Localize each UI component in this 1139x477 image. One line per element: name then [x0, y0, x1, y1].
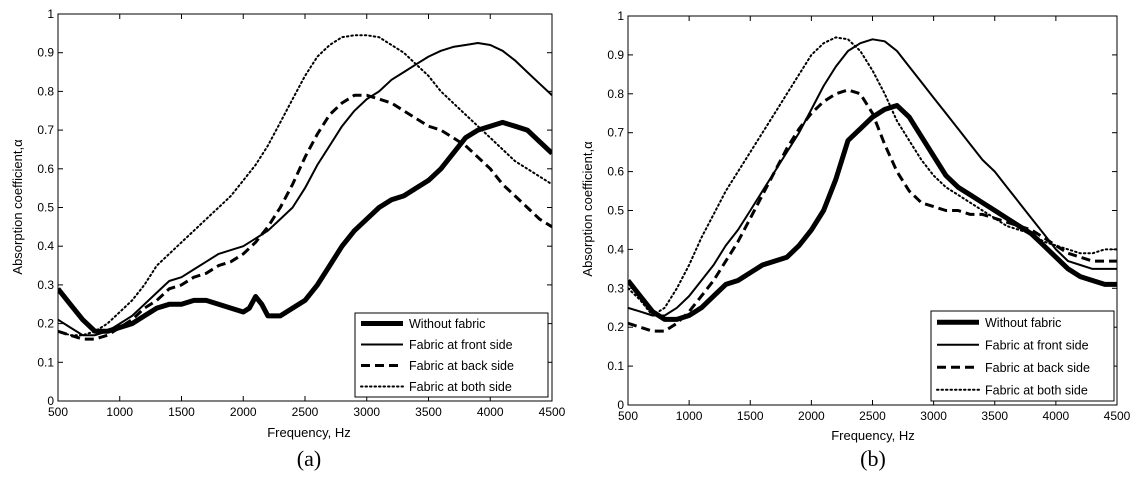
y-tick-label: 0.5 [37, 201, 54, 215]
y-tick-label: 0.3 [37, 278, 54, 292]
x-tick-label: 4000 [1043, 409, 1070, 423]
y-tick-label: 0.6 [607, 165, 624, 179]
x-tick-label: 3500 [981, 409, 1008, 423]
legend-entry-label: Fabric at both side [409, 380, 512, 394]
x-tick-label: 2500 [859, 409, 886, 423]
x-tick-label: 4500 [1104, 409, 1131, 423]
x-tick-label: 1500 [168, 405, 195, 419]
x-axis-label-a: Frequency, Hz [267, 425, 351, 440]
y-tick-label: 0.7 [37, 123, 54, 137]
x-tick-label: 2500 [292, 405, 319, 419]
y-tick-label: 0.4 [607, 242, 624, 256]
x-tick-label: 3000 [353, 405, 380, 419]
legend-box [354, 312, 549, 398]
x-tick-label: 2000 [798, 409, 825, 423]
series-line-fabric-at-both-side [58, 34, 552, 337]
y-tick-label: 1 [47, 7, 54, 21]
y-tick-label: 0.2 [607, 320, 624, 334]
x-tick-label: 4000 [477, 405, 504, 419]
y-tick-label: 0.1 [607, 359, 624, 373]
y-tick-label: 1 [617, 9, 624, 23]
y-axis-label-a: Absorption coefficient,α [10, 139, 25, 275]
series-line-fabric-at-back-side [58, 93, 552, 341]
y-tick-label: 0 [617, 398, 624, 412]
y-tick-label: 0.1 [37, 355, 54, 369]
y-tick-label: 0.4 [37, 239, 54, 253]
legend-box [930, 310, 1115, 402]
legend-entry-label: Without fabric [409, 317, 485, 331]
series-line-fabric-at-back-side [628, 88, 1117, 333]
x-tick-label: 4500 [539, 405, 566, 419]
x-tick-label: 500 [618, 409, 638, 423]
series-line-without-fabric [58, 119, 552, 334]
legend-a: Without fabric Fabric at front side Fabric… [354, 312, 549, 398]
legend-entry-label: Fabric at back side [409, 359, 514, 373]
series-line-fabric-at-front-side [628, 38, 1117, 317]
y-tick-label: 0 [47, 394, 54, 408]
y-tick-label: 0.9 [607, 48, 624, 62]
x-tick-label: 1000 [676, 409, 703, 423]
legend-entry-label: Without fabric [985, 316, 1061, 330]
chart-panel-a: Absorption coefficient,α Frequency, Hz (… [10, 7, 566, 471]
y-tick-label: 0.8 [37, 84, 54, 98]
legend-b: Without fabric Fabric at front side Fabric… [930, 310, 1115, 402]
y-tick-label: 0.7 [607, 126, 624, 140]
y-tick-label: 0.6 [37, 162, 54, 176]
x-tick-label: 3000 [920, 409, 947, 423]
y-tick-label: 0.5 [607, 204, 624, 218]
chart-panel-b: Absorption coefficient,α Frequency, Hz (… [580, 9, 1131, 471]
legend-entry-label: Fabric at both side [985, 383, 1088, 397]
x-tick-label: 3500 [415, 405, 442, 419]
x-tick-label: 500 [48, 405, 68, 419]
legend-entry-label: Fabric at front side [409, 338, 513, 352]
x-tick-label: 1500 [737, 409, 764, 423]
series-line-fabric-at-both-side [628, 36, 1117, 317]
y-tick-label: 0.3 [607, 281, 624, 295]
x-tick-label: 2000 [230, 405, 257, 419]
y-tick-label: 0.9 [37, 46, 54, 60]
legend-entry-label: Fabric at front side [985, 338, 1089, 352]
x-tick-label: 1000 [106, 405, 133, 419]
y-tick-label: 0.2 [37, 317, 54, 331]
panel-label-a: (a) [297, 446, 321, 471]
y-axis-label-b: Absorption coefficient,α [580, 141, 595, 277]
series-line-fabric-at-front-side [58, 42, 552, 337]
panel-label-b: (b) [860, 446, 886, 471]
legend-entry-label: Fabric at back side [985, 361, 1090, 375]
x-axis-label-b: Frequency, Hz [831, 428, 915, 443]
y-tick-label: 0.8 [607, 87, 624, 101]
